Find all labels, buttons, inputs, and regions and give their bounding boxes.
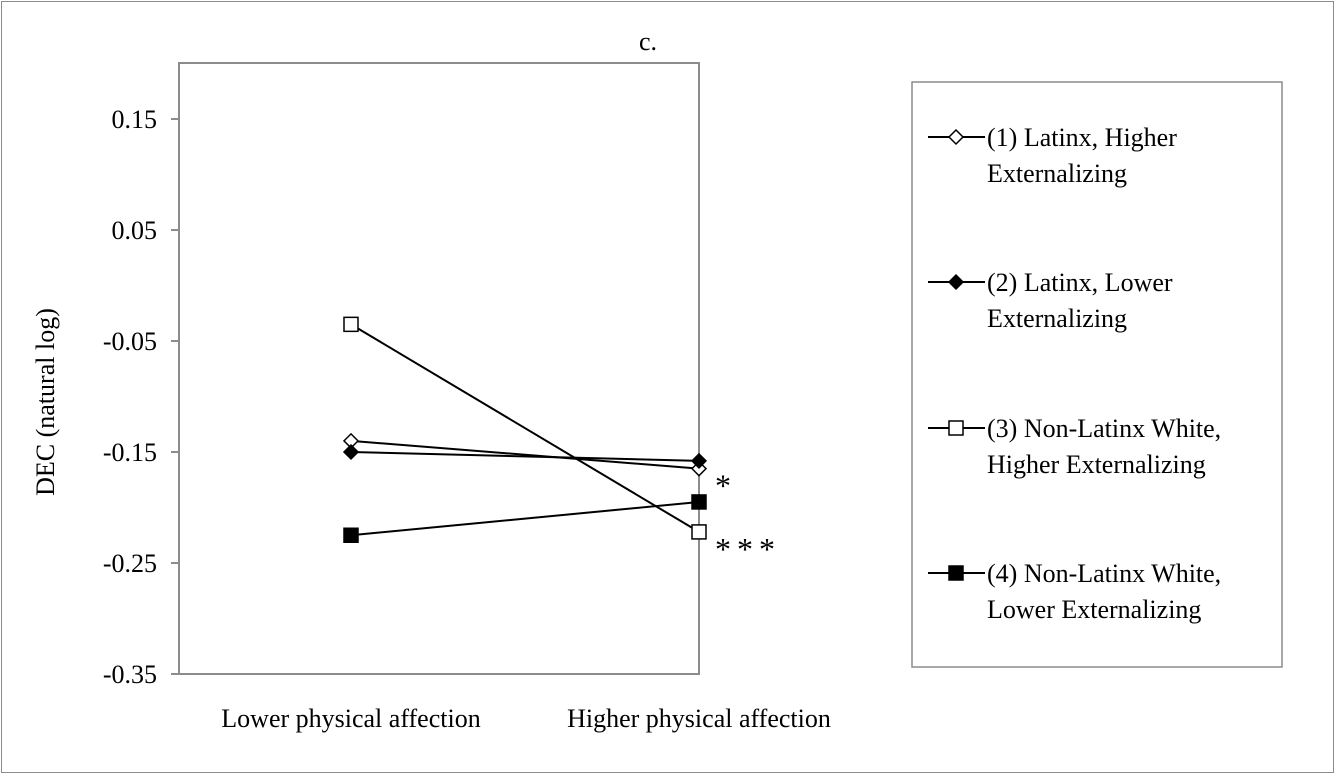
x-tick-label: Higher physical affection — [567, 704, 831, 733]
legend-label: (1) Latinx, Higher — [987, 123, 1177, 152]
y-axis-label: DEC (natural log) — [31, 308, 60, 496]
y-tick-label: -0.15 — [103, 438, 157, 467]
y-tick-label: 0.15 — [112, 105, 158, 134]
legend-box — [911, 81, 1283, 668]
y-tick-label: -0.25 — [103, 549, 157, 578]
y-tick-label: 0.05 — [112, 216, 158, 245]
square-open-marker — [343, 316, 359, 333]
chart-title: c. — [639, 27, 657, 56]
legend: (1) Latinx, Higher Externalizing (2) Latin… — [928, 123, 1221, 624]
legend-label: (2) Latinx, Lower — [987, 268, 1173, 297]
series-line — [350, 451, 700, 462]
square-filled-marker — [691, 494, 707, 510]
diamond-filled-marker — [947, 273, 965, 291]
square-filled-marker — [948, 565, 964, 581]
series-markers — [342, 316, 708, 543]
series-annotations: **** — [715, 468, 781, 567]
square-open-marker — [948, 420, 964, 436]
significance-annotation: * — [715, 468, 737, 504]
legend-label: Externalizing — [987, 159, 1127, 188]
y-axis-ticks: 0.15 0.05 -0.05 -0.15 -0.25 -0.35 — [103, 105, 179, 689]
square-open-marker — [691, 524, 707, 540]
square-filled-marker — [343, 527, 359, 543]
series-line — [350, 439, 700, 470]
legend-label: Externalizing — [987, 304, 1127, 333]
x-tick-label: Lower physical affection — [221, 704, 480, 733]
legend-label: Higher Externalizing — [987, 450, 1206, 479]
legend-label: Lower Externalizing — [987, 595, 1201, 624]
series-line — [350, 500, 700, 537]
y-tick-label: -0.05 — [103, 327, 157, 356]
y-tick-label: -0.35 — [103, 660, 157, 689]
significance-annotation: *** — [715, 531, 781, 567]
series-lines — [350, 323, 700, 537]
diamond-filled-marker — [690, 452, 708, 469]
diamond-open-marker — [947, 128, 965, 146]
legend-label: (3) Non-Latinx White, — [987, 414, 1221, 443]
plot-area — [178, 62, 700, 675]
legend-label: (4) Non-Latinx White, — [987, 559, 1221, 588]
diamond-filled-marker — [342, 443, 360, 461]
series-line — [350, 323, 700, 533]
